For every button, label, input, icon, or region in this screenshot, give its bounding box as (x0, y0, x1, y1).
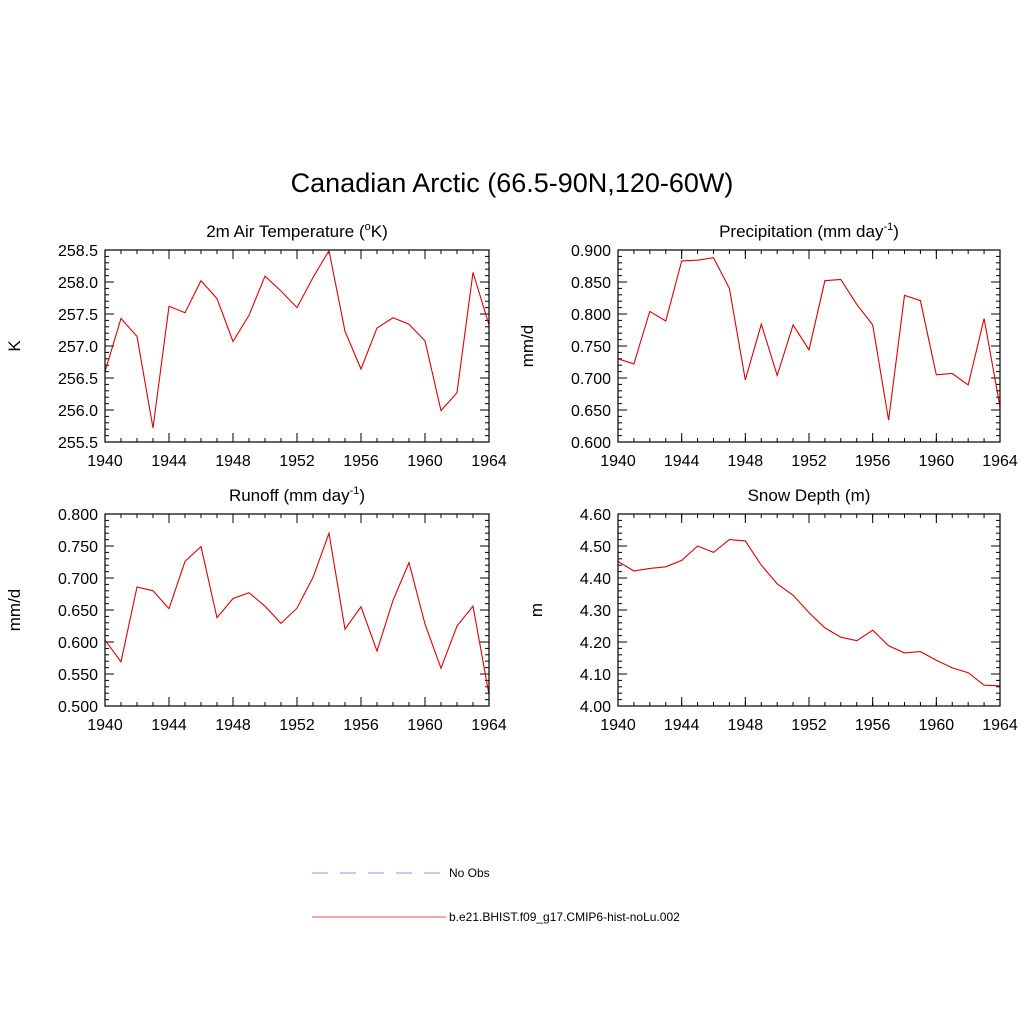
y-tick-label: 257.5 (58, 307, 98, 324)
x-tick-label: 1960 (407, 453, 443, 470)
y-tick-label: 4.60 (580, 507, 611, 524)
x-tick-label: 1952 (279, 453, 315, 470)
plot-frame (617, 513, 1001, 707)
chart-panel-runoff: Runoff (mm day-1) mm/d 1940 1944 1948 1952 195… (5, 485, 507, 734)
x-tick-label: 1940 (600, 453, 636, 470)
x-tick-label: 1964 (982, 453, 1018, 470)
y-tick-label: 0.850 (571, 275, 611, 292)
x-tick-label: 1944 (151, 453, 187, 470)
y-tick-label: 4.50 (580, 539, 611, 556)
y-tick-label: 0.550 (58, 667, 98, 684)
x-tick-label: 1964 (471, 717, 507, 734)
y-tick-label: 4.20 (580, 635, 611, 652)
panel-title: Runoff (mm day-1) (229, 485, 365, 505)
panel-title-main: Runoff (mm day (229, 486, 350, 505)
legend-swatch-no-obs (312, 872, 446, 874)
chart-panel-precipitation: Precipitation (mm day-1) mm/d 1940 1944 1948… (518, 221, 1018, 470)
x-tick-label: 1964 (471, 453, 507, 470)
x-tick-label: 1948 (215, 717, 251, 734)
x-tick-label: 1956 (855, 717, 891, 734)
legend-swatch-model (312, 916, 446, 918)
panel-title-tail: ) (359, 486, 365, 505)
legend-label-model: b.e21.BHIST.f09_g17.CMIP6-hist-noLu.002 (449, 910, 680, 924)
panel-title-superscript: o (365, 221, 371, 233)
y-tick-label: 258.0 (58, 275, 98, 292)
x-tick-label: 1948 (215, 453, 251, 470)
plot-frame (617, 249, 1001, 443)
x-tick-label: 1940 (600, 717, 636, 734)
x-tick-label: 1960 (407, 717, 443, 734)
x-tick-label: 1956 (855, 453, 891, 470)
x-tick-label: 1952 (791, 717, 827, 734)
y-axis-label: m (527, 603, 546, 617)
panel-title-main: Precipitation (mm day (719, 222, 884, 241)
series-line-model (104, 249, 490, 428)
y-tick-label: 0.800 (571, 307, 611, 324)
y-tick-label: 0.650 (58, 603, 98, 620)
y-tick-label: 0.750 (571, 339, 611, 356)
y-tick-label: 0.700 (571, 371, 611, 388)
y-tick-label: 0.750 (58, 539, 98, 556)
panel-title-main: Snow Depth (m) (748, 486, 871, 505)
y-tick-label: 4.30 (580, 603, 611, 620)
x-tick-label: 1956 (343, 717, 379, 734)
x-tick-label: 1940 (87, 453, 123, 470)
y-tick-label: 258.5 (58, 243, 98, 260)
y-tick-label: 256.0 (58, 403, 98, 420)
y-tick-label: 0.600 (571, 435, 611, 452)
y-axis-label: K (5, 340, 24, 352)
y-axis-label: mm/d (518, 325, 537, 368)
plot-frame (104, 249, 490, 443)
chart-panel-air-temperature: 2m Air Temperature (oK) K 1940 1944 1948 1952… (5, 221, 507, 470)
x-tick-label: 1944 (664, 717, 700, 734)
x-tick-label: 1960 (919, 717, 955, 734)
x-tick-label: 1952 (791, 453, 827, 470)
y-tick-label: 0.500 (58, 699, 98, 716)
y-tick-label: 256.5 (58, 371, 98, 388)
y-tick-label: 255.5 (58, 435, 98, 452)
panel-title-main: 2m Air Temperature ( (206, 222, 365, 241)
series-line-model (617, 257, 1001, 421)
plot-frame (104, 513, 490, 707)
y-tick-label: 0.800 (58, 507, 98, 524)
panel-title: Snow Depth (m) (748, 486, 871, 505)
chart-main-title: Canadian Arctic (66.5-90N,120-60W) (290, 168, 734, 198)
series-line-model (104, 531, 490, 695)
x-tick-label: 1940 (87, 717, 123, 734)
panel-title-superscript: -1 (883, 221, 893, 233)
y-axis-label: mm/d (5, 589, 24, 632)
panel-title-tail: ) (893, 222, 899, 241)
chart-panel-snow-depth: Snow Depth (m) m 1940 1944 1948 1952 1956 1960 1… (527, 486, 1018, 734)
x-tick-label: 1952 (279, 717, 315, 734)
y-tick-label: 4.00 (580, 699, 611, 716)
x-tick-label: 1948 (728, 453, 764, 470)
x-tick-label: 1960 (919, 453, 955, 470)
y-tick-label: 4.40 (580, 571, 611, 588)
series-line-model (617, 539, 1001, 687)
x-tick-label: 1948 (728, 717, 764, 734)
panel-title: Precipitation (mm day-1) (719, 221, 899, 241)
y-tick-label: 0.650 (571, 403, 611, 420)
legend-label-no-obs: No Obs (449, 866, 490, 880)
x-tick-label: 1944 (664, 453, 700, 470)
y-tick-label: 0.900 (571, 243, 611, 260)
panel-title-tail: K) (371, 222, 388, 241)
y-tick-label: 0.700 (58, 571, 98, 588)
y-tick-label: 257.0 (58, 339, 98, 356)
panel-title: 2m Air Temperature (oK) (206, 221, 388, 241)
x-tick-label: 1944 (151, 717, 187, 734)
x-tick-label: 1964 (982, 717, 1018, 734)
y-tick-label: 4.10 (580, 667, 611, 684)
y-tick-label: 0.600 (58, 635, 98, 652)
x-tick-label: 1956 (343, 453, 379, 470)
panel-title-superscript: -1 (350, 485, 360, 497)
